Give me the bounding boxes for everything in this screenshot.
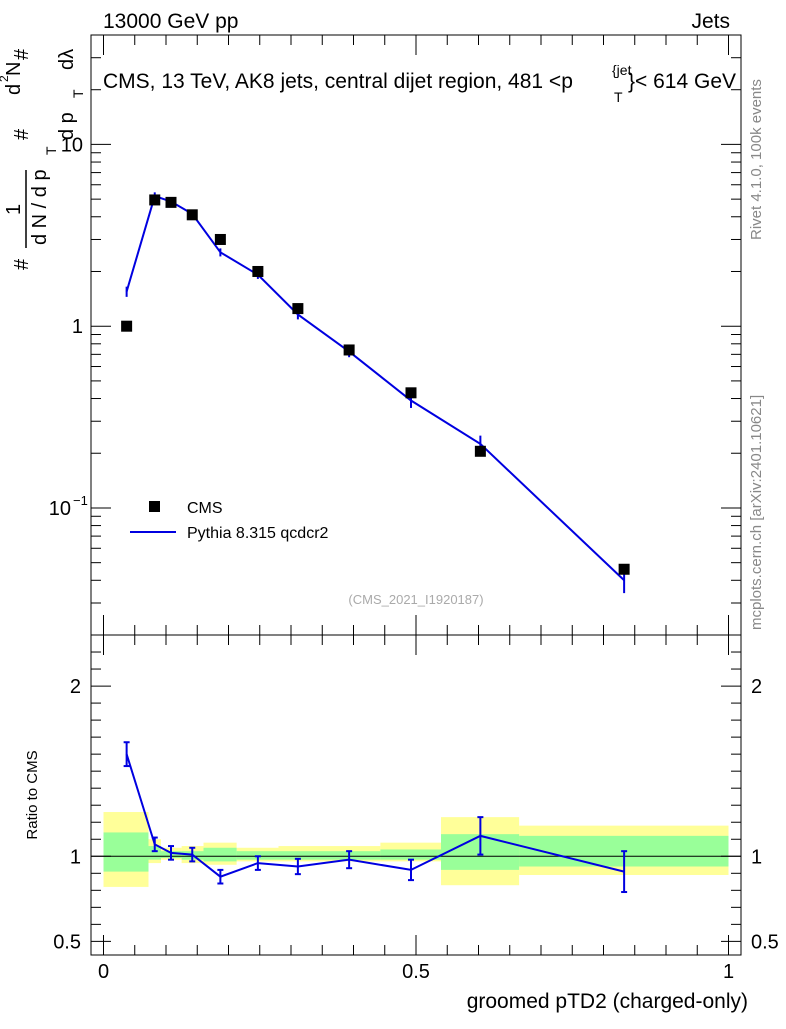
ratio-y-tick-label-right: 1 <box>751 846 762 868</box>
legend-cms-marker <box>149 501 160 512</box>
plot-title: CMS, 13 TeV, AK8 jets, central dijet reg… <box>103 70 573 93</box>
legend-pythia-label: Pythia 8.315 qcdcr2 <box>187 525 329 542</box>
ratio-y-tick-label: 1 <box>70 846 81 868</box>
x-axis-label: groomed pTD2 (charged-only) <box>467 990 748 1013</box>
main-y-axis-label: # 1 d N / d p T # d 2 N # d p T dλ <box>0 48 86 270</box>
ylabel-dlambda: dλ <box>56 49 78 70</box>
analysis-id: (CMS_2021_I1920187) <box>348 592 483 607</box>
ylabel-N: N <box>3 62 25 76</box>
cms-data-point <box>618 563 630 575</box>
ratio-y-axis-label: Ratio to CMS <box>24 750 41 839</box>
ylabel-hash2: # <box>11 128 33 140</box>
ratio-frame <box>90 634 742 956</box>
cms-data-point <box>292 303 304 315</box>
cms-data-point <box>149 194 161 206</box>
ratio-y-tick-label: 2 <box>70 676 81 698</box>
main-y-tick-label: 1 <box>72 316 83 338</box>
ratio-band-green <box>203 847 237 862</box>
cms-data-point <box>474 445 486 457</box>
ratio-band-green <box>380 849 441 860</box>
energy-label: 13000 GeV pp <box>103 10 238 33</box>
plot-title-main: CMS, 13 TeV, AK8 jets, central dijet reg… <box>103 70 573 93</box>
ratio-band-green <box>278 851 381 860</box>
plot-title-sup: {jet <box>612 62 632 78</box>
plot-title-sub: T <box>614 89 623 105</box>
ylabel-d2N: d <box>3 84 25 95</box>
cms-data-point <box>405 387 417 399</box>
main-y-tick-label: 10 <box>61 134 83 156</box>
main-y-tick-label-exponent: −1 <box>73 493 88 508</box>
ylabel-T: T <box>43 146 59 155</box>
x-tick-label: 0.5 <box>402 961 430 983</box>
ratio-line <box>125 753 625 878</box>
main-y-tick-label: 10 <box>49 498 71 520</box>
ylabel-hash3: # <box>11 48 33 60</box>
x-tick-label: 1 <box>723 961 734 983</box>
category-label: Jets <box>691 10 730 33</box>
ylabel-T2: T <box>70 89 86 98</box>
plot-title-end: }< 614 GeV <box>628 70 736 93</box>
ratio-data-layer <box>123 741 628 894</box>
rivet-side-label: Rivet 4.1.0, 100k events <box>748 79 765 240</box>
ratio-band-green <box>103 832 149 872</box>
cms-data-point <box>121 320 133 332</box>
ratio-y-tick-label-right: 0.5 <box>751 931 779 953</box>
ratio-band-layer <box>103 812 729 887</box>
ylabel-dN-dpT: d N / d p <box>29 169 51 245</box>
ylabel-one: 1 <box>3 204 25 215</box>
ratio-ticks: 2 2 1 1 0.5 0.5 0 0.5 1 <box>53 635 779 983</box>
main-frame <box>90 34 742 636</box>
ylabel-two: 2 <box>0 75 11 82</box>
mcplots-side-label: mcplots.cern.ch [arXiv:2401.10621] <box>748 395 765 630</box>
cms-data-point <box>343 344 355 356</box>
x-tick-label: 0 <box>98 961 109 983</box>
cms-data-point <box>165 196 177 208</box>
ylabel-hash1: # <box>11 258 33 270</box>
ylabel-dpT: d p <box>56 112 78 140</box>
main-data-layer <box>121 192 630 594</box>
cms-data-point <box>252 265 264 277</box>
cms-data-point <box>186 209 198 221</box>
legend-cms-label: CMS <box>187 500 223 517</box>
ratio-y-tick-label-right: 2 <box>751 676 762 698</box>
ratio-panel: 2 2 1 1 0.5 0.5 0 0.5 1 <box>53 634 779 983</box>
cms-data-point <box>214 233 226 245</box>
legend: CMS Pythia 8.315 qcdcr2 <box>130 500 329 542</box>
pythia-line <box>125 194 625 582</box>
ratio-y-tick-label: 0.5 <box>53 931 81 953</box>
